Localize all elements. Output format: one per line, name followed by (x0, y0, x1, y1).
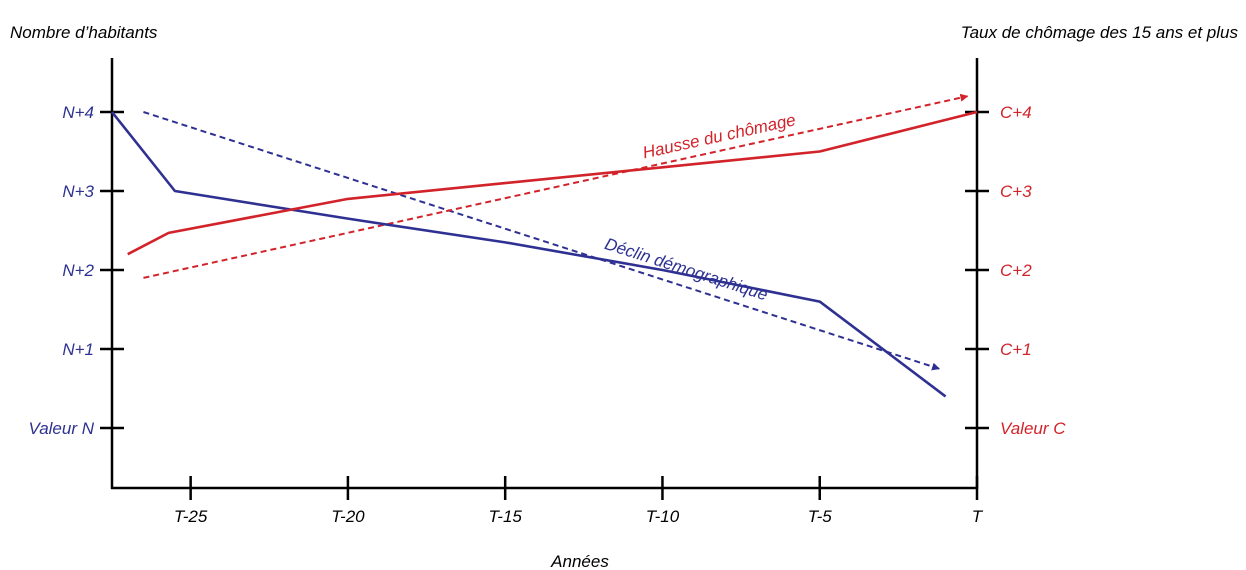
left-y-tick-label: Valeur N (28, 419, 94, 438)
unemployment-line (127, 110, 978, 256)
left-y-tick-label: N+3 (62, 182, 94, 201)
trend-arrow-unemployment-rise (143, 93, 969, 279)
x-tick-label: T-5 (808, 507, 832, 526)
population-line (110, 111, 947, 398)
right-y-tick-label: C+2 (1000, 261, 1032, 280)
left-axis-title: Nombre d’habitants (10, 23, 158, 42)
x-tick-label: T-15 (488, 507, 522, 526)
x-axis-title: Années (550, 552, 609, 570)
trend-lines (143, 93, 969, 371)
right-y-tick-label: C+1 (1000, 340, 1032, 359)
left-y-tick-label: N+4 (62, 103, 94, 122)
trend-labels: Déclin démographique Hausse du chômage (602, 110, 797, 304)
right-y-tick-label: Valeur C (1000, 419, 1066, 438)
left-y-tick-label: N+1 (62, 340, 94, 359)
series-lines (110, 110, 978, 398)
right-y-tick-label: C+3 (1000, 182, 1032, 201)
trend-label-unemployment-rise: Hausse du chômage (641, 110, 797, 162)
right-y-tick-label: C+4 (1000, 103, 1032, 122)
x-tick-label: T-10 (646, 507, 680, 526)
left-y-tick-label: N+2 (62, 261, 94, 280)
x-tick-label: T-25 (174, 507, 208, 526)
trend-label-demographic-decline: Déclin démographique (602, 234, 770, 304)
ticks: T-25 T-20 T-15 T-10 T-5 T Valeur N N+1 N+2 N+3 N+4… (28, 103, 1066, 526)
right-axis-title: Taux de chômage des 15 ans et plus (961, 23, 1239, 42)
x-tick-label: T (972, 507, 984, 526)
x-tick-label: T-20 (331, 507, 365, 526)
